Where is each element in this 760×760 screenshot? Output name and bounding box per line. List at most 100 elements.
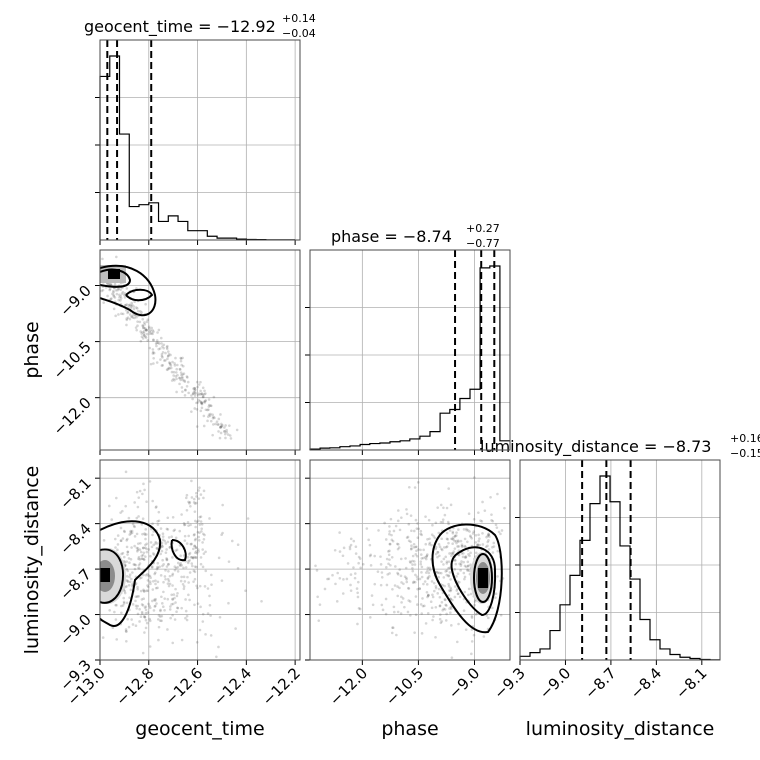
scatter-point [178,367,182,371]
scatter-point [459,569,462,572]
scatter-point [133,300,136,304]
scatter-point [195,408,199,411]
scatter-point [388,530,391,533]
scatter-point [137,595,140,598]
scatter-point [208,517,211,520]
scatter-point [467,512,471,516]
x-tick-label: −9.0 [536,664,574,702]
scatter-point [192,497,196,501]
scatter-point [424,542,428,546]
scatter-point [180,376,184,380]
scatter-point [201,541,204,544]
scatter-point [384,597,388,601]
scatter-point [174,587,177,591]
scatter-point [181,364,185,368]
scatter-point [161,605,165,609]
scatter-point [150,565,154,568]
scatter-point [167,536,171,539]
scatter-point [184,566,188,569]
scatter-point [159,358,162,361]
scatter-point [145,533,148,536]
y-tick-label: −9.0 [56,611,94,649]
scatter-point [136,542,140,545]
scatter-point [110,518,114,521]
scatter-point [178,368,182,371]
scatter-point [197,519,200,523]
scatter-point [461,545,464,548]
scatter-point [212,395,216,399]
scatter-point [122,555,126,559]
title-geocent_time-plus: +0.14 [282,12,316,25]
scatter-point [436,506,439,509]
scatter-point [460,560,463,563]
scatter-point [192,390,196,394]
scatter-point [170,370,174,374]
scatter-point [148,330,152,333]
scatter-point [450,554,453,558]
panel-frame [99,249,301,451]
scatter-point [137,566,140,570]
scatter-point [195,556,198,559]
scatter-point [143,327,147,330]
scatter-point [439,520,443,524]
scatter-point [127,557,131,560]
scatter-point [183,379,186,382]
scatter-point [114,289,118,292]
scatter-point [187,559,190,563]
scatter-point [148,574,152,578]
scatter-point [197,392,201,395]
scatter-point [411,559,414,563]
scatter-point [388,542,392,546]
scatter-point [159,609,162,613]
scatter-point [269,561,272,564]
scatter-point [438,604,442,608]
scatter-point [149,329,153,332]
scatter-point [166,528,170,531]
scatter-point [455,534,458,537]
scatter-point [117,287,121,291]
scatter-point [434,521,438,525]
scatter-point [195,425,199,428]
scatter-point [192,387,195,390]
scatter-point [491,545,494,549]
scatter-point [391,626,395,629]
scatter-point [412,529,416,533]
scatter-point [173,362,176,365]
scatter-point [148,619,152,623]
scatter-point [199,515,203,518]
scatter-point [176,373,179,377]
scatter-point [215,420,219,424]
scatter-point [490,518,493,522]
scatter-point [194,551,197,555]
scatter-point [476,543,480,547]
scatter-point [125,539,128,542]
scatter-point [136,307,139,310]
scatter-point [473,600,477,603]
scatter-point [143,533,147,536]
scatter-point [447,487,450,490]
scatter-point [469,563,472,566]
scatter-point [146,579,150,582]
scatter-point [392,605,396,609]
scatter-point [200,523,204,526]
scatter-point [411,554,415,558]
scatter-point [376,570,380,573]
scatter-point [276,526,279,529]
scatter-point [434,605,438,609]
scatter-point [178,382,181,386]
scatter-point [471,532,475,535]
scatter-point [452,538,455,541]
scatter-point [414,545,417,549]
scatter-point [139,589,143,593]
scatter-point [426,576,430,579]
scatter-point [438,571,441,575]
scatter-point [149,362,153,366]
scatter-point [174,536,178,540]
scatter-point [188,500,192,504]
scatter-point [147,548,151,551]
scatter-point [211,416,215,420]
scatter-point [171,641,175,645]
scatter-point [142,331,146,335]
scatter-point [152,553,156,556]
scatter-point [420,612,424,615]
